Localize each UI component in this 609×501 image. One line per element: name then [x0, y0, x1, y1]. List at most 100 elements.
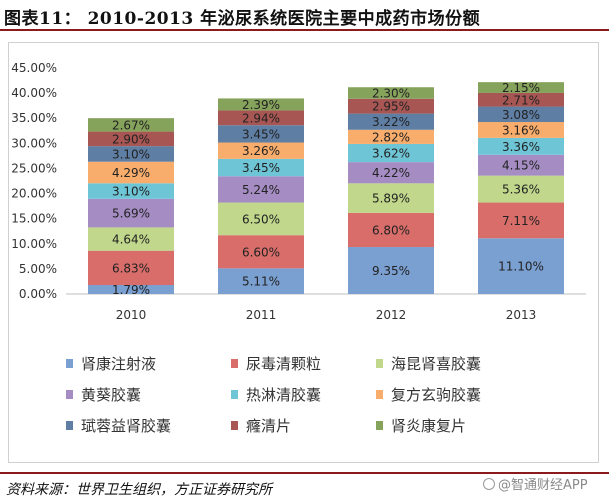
legend-swatch: [66, 358, 73, 368]
bar-segment: [218, 176, 304, 203]
data-label: 5.89%: [372, 192, 410, 206]
bar-segment: [218, 158, 304, 177]
legend-label: 海昆肾喜胶囊: [391, 354, 482, 373]
data-label: 5.36%: [502, 183, 540, 197]
data-label: 3.26%: [242, 144, 280, 158]
bar-segment: [348, 183, 434, 213]
data-label: 3.36%: [502, 140, 540, 154]
watermark: @智通财经APP: [483, 474, 588, 493]
watermark-logo-icon: [483, 477, 495, 490]
bar-segment: [478, 238, 564, 294]
legend-item: 肾炎康复片: [376, 414, 466, 436]
y-tick-label: 30.00%: [11, 136, 57, 150]
bar-segment: [88, 118, 174, 132]
bar-segment: [218, 98, 304, 111]
y-tick-label: 45.00%: [11, 61, 57, 75]
bar-segment: [88, 146, 174, 162]
bar-segment: [218, 125, 304, 143]
chart-legend: 肾康注射液 尿毒清颗粒 海昆肾喜胶囊 黄葵胶囊 热淋清胶囊 复方玄驹胶囊 珷蓉益肾胶囊 癃清片…: [66, 352, 586, 462]
footer-rule: [0, 472, 609, 474]
header-rule: [0, 29, 609, 31]
x-tick-label: 2011: [246, 308, 277, 322]
data-label: 4.29%: [112, 166, 150, 180]
legend-swatch: [66, 420, 73, 430]
bar-segment: [88, 285, 174, 294]
data-label: 5.24%: [242, 183, 280, 197]
data-label: 3.10%: [112, 185, 150, 199]
data-label: 7.11%: [502, 214, 540, 228]
bar-segment: [478, 82, 564, 93]
legend-swatch: [376, 358, 383, 368]
data-label: 6.83%: [112, 261, 150, 275]
legend-item: 肾康注射液: [66, 352, 156, 374]
legend-item: 热淋清胶囊: [231, 383, 321, 405]
bar-segment: [478, 137, 564, 155]
data-label: 2.95%: [372, 100, 410, 114]
data-label: 3.22%: [372, 115, 410, 129]
bar-segment: [218, 110, 304, 126]
legend-swatch: [66, 389, 73, 399]
bar-segment: [218, 235, 304, 269]
bar-segment: [348, 247, 434, 294]
bar-segment: [218, 142, 304, 159]
bar-segment: [478, 202, 564, 239]
legend-item: 黄葵胶囊: [66, 383, 141, 405]
data-label: 2.30%: [372, 87, 410, 101]
legend-item: 海昆肾喜胶囊: [376, 352, 481, 374]
legend-item: 癃清片: [231, 414, 291, 436]
bar-segment: [88, 227, 174, 251]
x-tick-label: 2012: [376, 308, 407, 322]
bar-segment: [218, 268, 304, 294]
legend-label: 热淋清胶囊: [246, 385, 322, 404]
data-label: 4.22%: [372, 166, 410, 180]
y-tick-label: 35.00%: [11, 111, 57, 125]
y-tick-label: 10.00%: [11, 237, 57, 251]
data-label: 6.50%: [242, 212, 280, 226]
data-label: 2.90%: [112, 132, 150, 146]
y-tick-label: 5.00%: [19, 262, 57, 276]
data-label: 11.10%: [498, 260, 544, 274]
bar-segment: [478, 154, 564, 176]
bar-segment: [88, 161, 174, 184]
data-label: 2.82%: [372, 130, 410, 144]
data-label: 4.15%: [502, 159, 540, 173]
x-tick-label: 2013: [506, 308, 537, 322]
legend-item: 复方玄驹胶囊: [376, 383, 481, 405]
figure-title: 图表11： 2010-2013 年泌尿系统医院主要中成药市场份额: [4, 9, 481, 29]
y-tick-label: 25.00%: [11, 161, 57, 175]
legend-label: 珷蓉益肾胶囊: [81, 416, 172, 435]
bar-segment: [478, 92, 564, 107]
bar-segment: [88, 250, 174, 286]
bar-segment: [348, 143, 434, 163]
data-label: 5.69%: [112, 207, 150, 221]
figure-header: 图表11： 2010-2013 年泌尿系统医院主要中成药市场份额: [0, 0, 609, 31]
legend-swatch: [231, 358, 238, 368]
bar-segment: [88, 198, 174, 228]
data-label: 4.64%: [112, 233, 150, 247]
legend-label: 复方玄驹胶囊: [391, 385, 482, 404]
bar-segment: [348, 162, 434, 184]
legend-swatch: [376, 420, 383, 430]
legend-label: 黄葵胶囊: [81, 385, 142, 404]
data-label: 3.62%: [372, 147, 410, 161]
y-tick-label: 0.00%: [19, 287, 57, 301]
data-label: 6.80%: [372, 223, 410, 237]
bar-segment: [348, 129, 434, 144]
data-label: 2.15%: [502, 81, 540, 95]
data-label: 6.60%: [242, 245, 280, 259]
legend-swatch: [376, 389, 383, 399]
y-tick-label: 40.00%: [11, 86, 57, 100]
legend-swatch: [231, 389, 238, 399]
bar-segment: [88, 131, 174, 147]
y-tick-label: 20.00%: [11, 187, 57, 201]
bar-segment: [478, 175, 564, 203]
legend-label: 肾炎康复片: [391, 416, 467, 435]
data-label: 3.45%: [242, 161, 280, 175]
legend-label: 癃清片: [246, 416, 292, 435]
data-label: 2.67%: [112, 118, 150, 132]
bar-segment: [88, 183, 174, 199]
bar-segment: [348, 212, 434, 248]
data-label: 9.35%: [372, 264, 410, 278]
bar-segment: [478, 106, 564, 123]
